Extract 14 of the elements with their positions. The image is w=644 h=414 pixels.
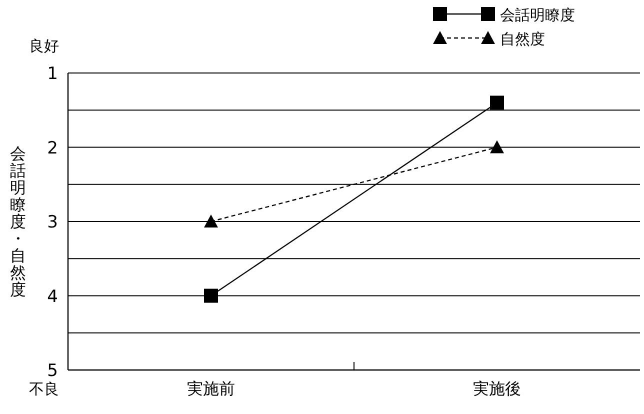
point: [204, 288, 218, 303]
point: [490, 96, 504, 110]
text: 会話明瞭度・自然度: [10, 144, 26, 299]
y-tick-label: 1: [47, 64, 58, 84]
y-tick-label: 2: [47, 138, 58, 158]
x-tick-label: 実施後: [473, 379, 521, 398]
y-tick-label: 5: [47, 361, 58, 381]
y-tick-label: 4: [47, 286, 58, 307]
text: 不良: [29, 380, 59, 398]
legend-label: 会話明瞭度: [500, 6, 575, 24]
x-tick-label: 実施前: [187, 379, 235, 398]
y-tick-label: 3: [47, 212, 58, 232]
legend-label: 自然度: [500, 30, 545, 48]
text: 良好: [29, 37, 59, 55]
